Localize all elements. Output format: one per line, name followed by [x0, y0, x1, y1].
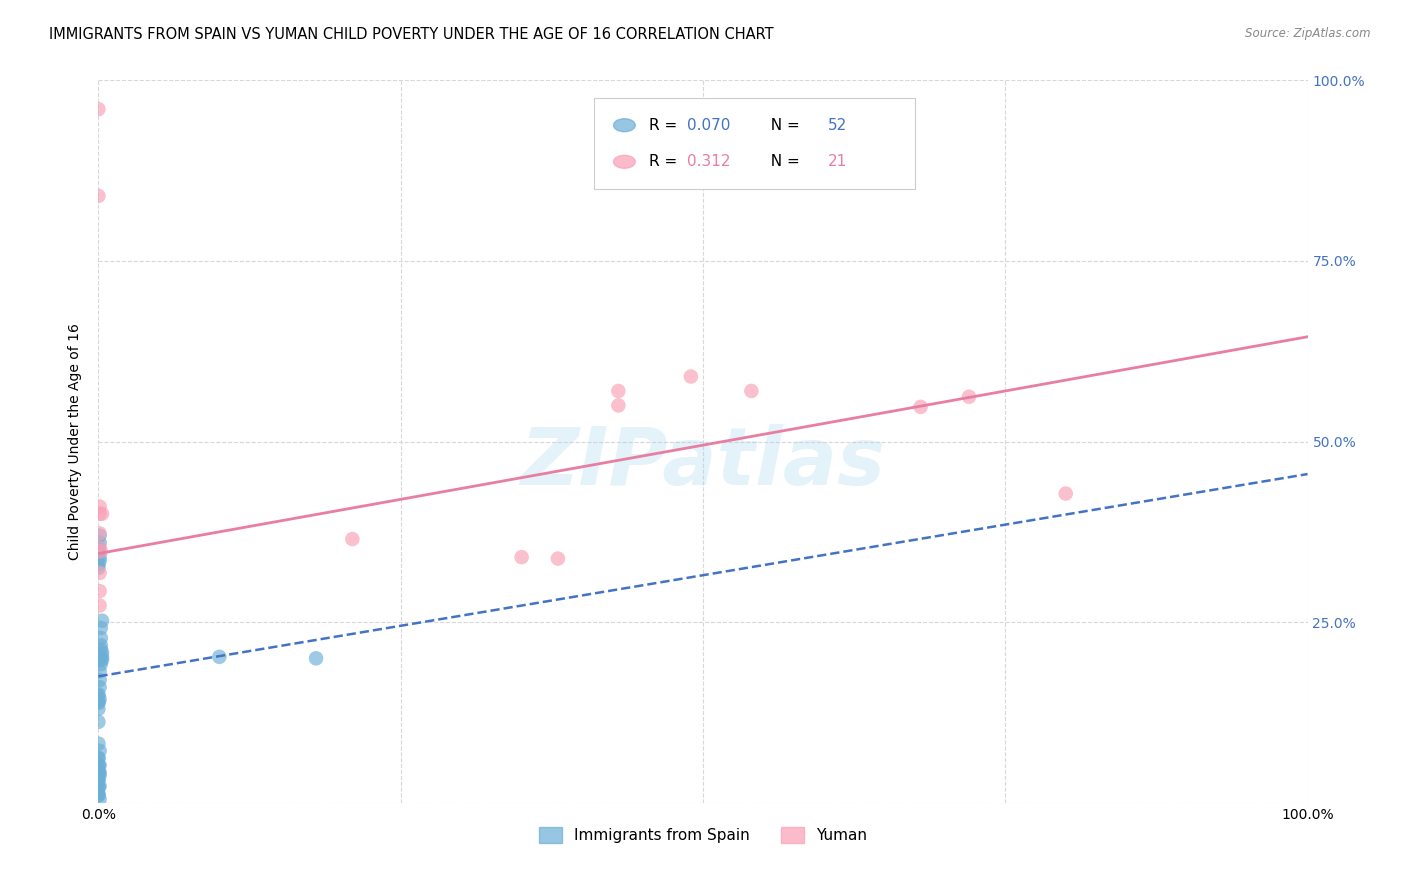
Point — [90, 653, 112, 667]
Point — [87, 758, 110, 772]
Point — [87, 787, 110, 801]
Point — [87, 689, 110, 703]
Point — [89, 507, 111, 521]
Point — [89, 500, 111, 514]
Point — [90, 631, 112, 645]
Point — [90, 657, 112, 671]
Point — [607, 398, 630, 412]
Point — [87, 787, 110, 801]
Point — [342, 532, 364, 546]
Point — [305, 651, 328, 665]
Point — [87, 772, 110, 787]
Point — [87, 737, 110, 751]
Point — [91, 614, 114, 628]
Point — [90, 621, 112, 635]
Point — [87, 696, 110, 710]
Point — [89, 665, 111, 679]
Point — [89, 680, 111, 694]
Text: R =: R = — [648, 154, 682, 169]
Point — [957, 390, 980, 404]
Point — [607, 384, 630, 398]
Point — [87, 102, 110, 116]
FancyBboxPatch shape — [595, 98, 915, 189]
Point — [91, 646, 114, 660]
Point — [87, 695, 110, 709]
Point — [87, 547, 110, 561]
Point — [87, 780, 110, 794]
Text: 52: 52 — [828, 118, 846, 133]
Point — [89, 765, 111, 780]
Text: IMMIGRANTS FROM SPAIN VS YUMAN CHILD POVERTY UNDER THE AGE OF 16 CORRELATION CHA: IMMIGRANTS FROM SPAIN VS YUMAN CHILD POV… — [49, 27, 773, 42]
Point — [87, 542, 110, 557]
Point — [91, 507, 114, 521]
Point — [89, 744, 111, 758]
Point — [90, 638, 112, 652]
Point — [89, 550, 111, 565]
Point — [547, 551, 569, 566]
Point — [1054, 486, 1077, 500]
Circle shape — [613, 155, 636, 169]
Point — [87, 758, 110, 772]
Point — [89, 792, 111, 806]
Circle shape — [613, 119, 636, 132]
Point — [679, 369, 702, 384]
Point — [87, 558, 110, 572]
Point — [740, 384, 762, 398]
Point — [89, 599, 111, 613]
Point — [87, 772, 110, 787]
Text: Source: ZipAtlas.com: Source: ZipAtlas.com — [1246, 27, 1371, 40]
Point — [87, 780, 110, 794]
Point — [87, 687, 110, 701]
Point — [89, 758, 111, 772]
Point — [87, 751, 110, 765]
Point — [910, 400, 932, 414]
Point — [510, 550, 533, 565]
Point — [87, 789, 110, 803]
Point — [89, 768, 111, 782]
Text: 0.312: 0.312 — [688, 154, 731, 169]
Point — [91, 653, 114, 667]
Point — [89, 535, 111, 549]
Point — [87, 539, 110, 553]
Point — [87, 189, 110, 203]
Point — [87, 544, 110, 558]
Point — [89, 779, 111, 793]
Text: 0.070: 0.070 — [688, 118, 731, 133]
Legend: Immigrants from Spain, Yuman: Immigrants from Spain, Yuman — [533, 822, 873, 849]
Point — [89, 584, 111, 599]
Point — [89, 554, 111, 568]
Text: ZIPatlas: ZIPatlas — [520, 425, 886, 502]
Point — [89, 566, 111, 580]
Text: 21: 21 — [828, 154, 846, 169]
Point — [90, 642, 112, 657]
Point — [87, 702, 110, 716]
Point — [89, 526, 111, 541]
Point — [87, 751, 110, 765]
Point — [89, 692, 111, 706]
Point — [91, 649, 114, 664]
Text: R =: R = — [648, 118, 682, 133]
Point — [87, 714, 110, 729]
Point — [208, 649, 231, 664]
Point — [87, 765, 110, 780]
Point — [89, 528, 111, 542]
Point — [89, 541, 111, 555]
Point — [87, 764, 110, 779]
Y-axis label: Child Poverty Under the Age of 16: Child Poverty Under the Age of 16 — [69, 323, 83, 560]
Text: N =: N = — [761, 154, 804, 169]
Point — [89, 673, 111, 687]
Point — [87, 561, 110, 575]
Text: N =: N = — [761, 118, 804, 133]
Point — [90, 544, 112, 558]
